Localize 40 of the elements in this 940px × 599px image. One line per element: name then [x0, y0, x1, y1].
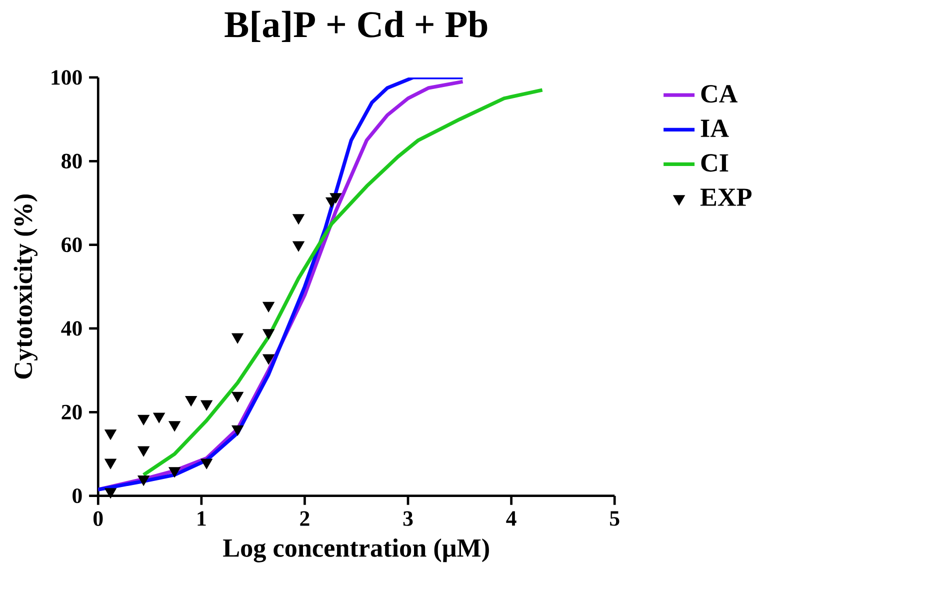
point	[138, 475, 150, 486]
legend-label: CA	[701, 85, 738, 103]
chart-title: B[a]P + Cd + Pb	[224, 10, 488, 42]
x-tick-label: 1	[198, 511, 206, 526]
y-tick-label: 60	[62, 237, 82, 252]
point	[153, 412, 165, 423]
x-tick-label: 5	[610, 511, 620, 526]
point	[330, 193, 342, 204]
x-tick-label: 0	[94, 511, 103, 526]
y-tick-label: 20	[62, 404, 82, 420]
point	[262, 302, 274, 312]
point	[104, 458, 116, 470]
point	[292, 241, 304, 252]
y-axis-title: Cytotoxicity (%)	[14, 194, 38, 379]
point	[104, 429, 116, 440]
y-tick-label: 80	[62, 154, 82, 168]
point	[200, 458, 212, 470]
y-tick-label: 40	[61, 321, 82, 336]
point	[168, 467, 180, 478]
y-tick-label: 0	[72, 488, 82, 504]
point	[200, 400, 212, 410]
point	[168, 421, 180, 432]
x-tick-label: 3	[403, 511, 413, 526]
point	[104, 488, 116, 498]
point	[232, 425, 244, 436]
point	[262, 354, 274, 364]
point	[138, 414, 150, 426]
point	[138, 446, 150, 456]
point	[232, 392, 244, 402]
x-tick-label: 4	[506, 511, 516, 526]
point	[292, 214, 304, 224]
point	[262, 329, 274, 340]
y-tick-label: 100	[52, 70, 82, 85]
x-tick-label: 2	[300, 511, 310, 526]
x-axis-title: Log concentration (μM)	[223, 538, 489, 562]
legend-label: EXP	[700, 188, 752, 206]
point	[185, 396, 197, 406]
point	[232, 333, 244, 344]
legend-label: CI	[701, 154, 728, 172]
legend-label: IA	[700, 120, 729, 137]
